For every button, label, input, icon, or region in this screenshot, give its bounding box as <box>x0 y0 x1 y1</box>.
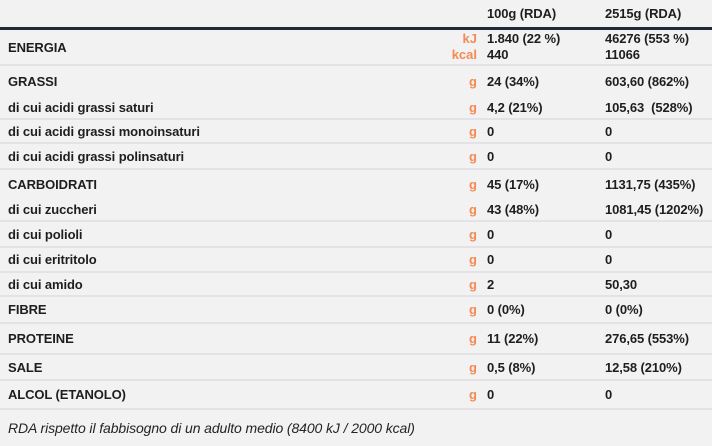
energy-kj-100g: 1.840 (22 %) <box>487 31 561 46</box>
row-value-per-100g: 0 <box>487 252 495 267</box>
row-value-per-100g: 0 <box>487 148 495 164</box>
row-label: di cui zuccheri <box>8 201 97 217</box>
row-value-per-100g: 0 <box>487 226 495 242</box>
row-unit: g <box>469 123 477 139</box>
row-unit: g <box>469 99 477 115</box>
row-value-per-2515g: 276,65 (553%) <box>605 331 689 346</box>
row-value-per-2515g: 1081,45 (1202%) <box>605 201 704 217</box>
row-label: PROTEINE <box>8 331 74 346</box>
row-unit: g <box>469 276 477 292</box>
row-unit: g <box>469 226 477 242</box>
row-value-per-100g: 43 (48%) <box>487 201 539 217</box>
row-fibre: FIBRE g 0 (0%) 0 (0%) <box>0 297 712 324</box>
row-unit: g <box>469 331 477 346</box>
row-value-per-2515g: 105,63 (528%) <box>605 99 693 115</box>
row-value-per-100g: 2 <box>487 276 495 292</box>
row-value-per-100g: 0 <box>487 387 495 402</box>
row-label: di cui acidi grassi polinsaturi <box>8 148 185 164</box>
row-amido: di cui amido g 2 50,30 <box>0 273 712 297</box>
row-value-per-2515g: 603,60 (862%) <box>605 73 689 89</box>
row-label: ENERGIA <box>8 39 67 55</box>
energy-kcal-2515g: 11066 <box>605 47 640 62</box>
energy-kcal-100g: 440 <box>487 47 509 62</box>
row-value-per-2515g: 1131,75 (435%) <box>605 176 696 192</box>
row-value-per-100g: 45 (17%) <box>487 176 539 192</box>
row-value-per-2515g: 0 <box>605 226 613 242</box>
row-value-per-2515g: 12,58 (210%) <box>605 359 682 375</box>
row-value-per-2515g: 0 (0%) <box>605 302 643 317</box>
row-label: di cui polioli <box>8 226 83 242</box>
row-value-per-100g: 11 (22%) <box>487 331 539 346</box>
row-label: di cui acidi grassi monoinsaturi <box>8 123 200 139</box>
row-sale: SALE g 0,5 (8%) 12,58 (210%) <box>0 355 712 381</box>
row-unit: g <box>469 302 477 317</box>
row-unit: g <box>469 252 477 267</box>
row-value-per-100g: 24 (34%) <box>487 73 539 89</box>
row-unit: g <box>469 387 477 402</box>
row-polioli: di cui polioli g 0 0 <box>0 222 712 248</box>
column-header-2515g: 2515g (RDA) <box>605 6 682 21</box>
unit-kj: kJ <box>462 31 477 46</box>
row-proteine: PROTEINE g 11 (22%) 276,65 (553%) <box>0 324 712 355</box>
row-value-per-2515g: 0 <box>605 148 613 164</box>
row-grassi: GRASSI g 24 (34%) 603,60 (862%) <box>0 66 712 96</box>
row-value-per-100g: 4,2 (21%) <box>487 99 543 115</box>
row-unit: kJ kcal <box>417 31 477 63</box>
row-value-per-100g: 1.840 (22 %) 440 <box>477 31 595 63</box>
row-label: di cui amido <box>8 276 83 292</box>
row-carboidrati: CARBOIDRATI g 45 (17%) 1131,75 (435%) <box>0 170 712 198</box>
row-value-per-100g: 0 <box>487 123 495 139</box>
row-value-per-2515g: 0 <box>605 252 613 267</box>
row-value-per-2515g: 46276 (553 %) 11066 <box>595 31 712 63</box>
row-label: di cui eritritolo <box>8 252 97 267</box>
row-zuccheri: di cui zuccheri g 43 (48%) 1081,45 (1202… <box>0 198 712 222</box>
unit-kcal: kcal <box>451 47 477 62</box>
row-value-per-100g: 0,5 (8%) <box>487 359 536 375</box>
row-energia: ENERGIA kJ kcal 1.840 (22 %) 440 46276 (… <box>0 30 712 66</box>
row-label: SALE <box>8 359 43 375</box>
row-value-per-100g: 0 (0%) <box>487 302 525 317</box>
row-unit: g <box>469 359 477 375</box>
row-value-per-2515g: 50,30 <box>605 276 638 292</box>
rda-footnote: RDA rispetto il fabbisogno di un adulto … <box>8 420 415 436</box>
row-alcol-etanolo: ALCOL (ETANOLO) g 0 0 <box>0 381 712 410</box>
row-acidi-grassi-polinsaturi: di cui acidi grassi polinsaturi g 0 0 <box>0 144 712 170</box>
column-header-100g: 100g (RDA) <box>487 6 557 21</box>
table-header-row: 100g (RDA) 2515g (RDA) <box>0 0 712 30</box>
row-label: GRASSI <box>8 73 58 89</box>
row-unit: g <box>469 73 477 89</box>
row-acidi-grassi-saturi: di cui acidi grassi saturi g 4,2 (21%) 1… <box>0 96 712 120</box>
row-unit: g <box>469 201 477 217</box>
row-label: CARBOIDRATI <box>8 176 97 192</box>
row-label: di cui acidi grassi saturi <box>8 99 154 115</box>
row-label: FIBRE <box>8 302 47 317</box>
row-unit: g <box>469 148 477 164</box>
row-value-per-2515g: 0 <box>605 123 613 139</box>
row-value-per-2515g: 0 <box>605 387 613 402</box>
row-acidi-grassi-monoinsaturi: di cui acidi grassi monoinsaturi g 0 0 <box>0 120 712 144</box>
energy-kj-2515g: 46276 (553 %) <box>605 31 689 46</box>
row-unit: g <box>469 176 477 192</box>
row-label: ALCOL (ETANOLO) <box>8 387 126 402</box>
row-eritritolo: di cui eritritolo g 0 0 <box>0 248 712 273</box>
